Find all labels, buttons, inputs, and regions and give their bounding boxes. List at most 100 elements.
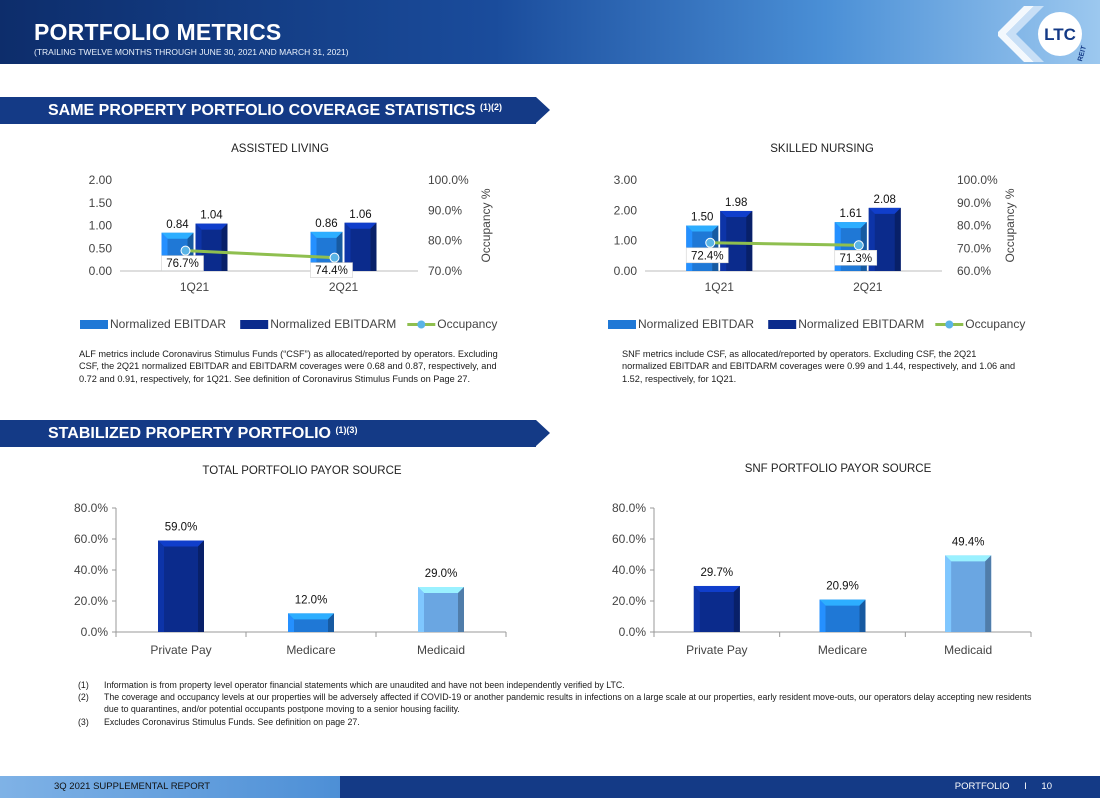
- chart-title-skilled-nursing: SKILLED NURSING: [672, 143, 972, 155]
- bar-medicaid-bevel-right: [985, 555, 991, 632]
- footnote-number: (3): [78, 716, 104, 728]
- bar-normalized-ebitdarm-bevel-right: [895, 208, 901, 271]
- x-tick-label: Private Pay: [150, 643, 211, 657]
- section-title: SAME PROPERTY PORTFOLIO COVERAGE STATIST…: [48, 102, 476, 119]
- y-tick-label: 60.0%: [612, 532, 646, 546]
- y-tick-label: 1.00: [614, 234, 638, 248]
- bar-medicaid-bevel-left: [418, 587, 424, 632]
- y2-tick-label: 80.0%: [428, 234, 462, 248]
- footer-section: PORTFOLIO: [955, 781, 1010, 792]
- data-label: 2.08: [874, 194, 896, 206]
- page-subtitle: (TRAILING TWELVE MONTHS THROUGH JUNE 30,…: [34, 47, 349, 57]
- y2-tick-label: 80.0%: [957, 219, 991, 233]
- y2-axis-label: Occupancy %: [1003, 188, 1017, 262]
- bar-private-pay-bevel-right: [198, 541, 204, 632]
- y-tick-label: 3.00: [614, 173, 638, 187]
- y2-tick-label: 70.0%: [957, 241, 991, 255]
- occupancy-point: [330, 253, 339, 262]
- x-tick-label: Medicare: [286, 643, 336, 657]
- x-tick-label: 1Q21: [180, 280, 210, 294]
- y-tick-label: 80.0%: [74, 501, 108, 515]
- section-banner-stabilized: STABILIZED PROPERTY PORTFOLIO (1)(3): [0, 420, 536, 447]
- footnote-number: (2): [78, 691, 104, 715]
- page-title: PORTFOLIO METRICS: [34, 19, 281, 46]
- bar-medicaid-bevel-top: [418, 587, 464, 593]
- y2-tick-label: 100.0%: [428, 173, 469, 187]
- y-tick-label: 80.0%: [612, 501, 646, 515]
- y2-tick-label: 70.0%: [428, 264, 462, 278]
- y2-tick-label: 100.0%: [957, 173, 998, 187]
- legend-occupancy-marker: [417, 321, 425, 329]
- legend-normalized-ebitdarm-label: Normalized EBITDARM: [798, 317, 924, 331]
- y2-tick-label: 60.0%: [957, 264, 991, 278]
- data-label: 1.98: [725, 197, 747, 209]
- data-label: 1.50: [691, 212, 713, 224]
- x-tick-label: 1Q21: [705, 280, 735, 294]
- legend-normalized-ebitdar-swatch: [608, 320, 636, 329]
- x-tick-label: Medicaid: [944, 643, 992, 657]
- legend-normalized-ebitdar-label: Normalized EBITDAR: [110, 317, 226, 331]
- data-label: 12.0%: [295, 594, 328, 606]
- legend-occupancy-label: Occupancy: [437, 317, 497, 331]
- footer-report-name: 3Q 2021 SUPPLEMENTAL REPORT: [54, 781, 210, 792]
- legend-normalized-ebitdarm-swatch: [240, 320, 268, 329]
- y2-tick-label: 90.0%: [957, 196, 991, 210]
- legend-occupancy-marker: [945, 321, 953, 329]
- y-tick-label: 2.00: [89, 173, 113, 187]
- y2-tick-label: 90.0%: [428, 203, 462, 217]
- note-skilled-nursing: SNF metrics include CSF, as allocated/re…: [622, 348, 1022, 385]
- section-superscript: (1)(2): [480, 102, 502, 112]
- x-tick-label: 2Q21: [853, 280, 883, 294]
- footnote-text: The coverage and occupancy levels at our…: [104, 691, 1048, 715]
- y-tick-label: 40.0%: [612, 563, 646, 577]
- bar-medicare-bevel-top: [288, 613, 334, 619]
- occupancy-data-label: 72.4%: [691, 250, 724, 262]
- section-banner-coverage: SAME PROPERTY PORTFOLIO COVERAGE STATIST…: [0, 97, 536, 124]
- banner-arrow: [536, 97, 550, 123]
- section-superscript: (1)(3): [335, 425, 357, 435]
- legend-occupancy-label: Occupancy: [965, 317, 1025, 331]
- y-tick-label: 1.00: [89, 219, 113, 233]
- logo-text: LTC: [1044, 25, 1076, 44]
- data-label: 0.84: [166, 219, 189, 231]
- legend-normalized-ebitdar-swatch: [80, 320, 108, 329]
- footnotes: (1) Information is from property level o…: [78, 679, 1048, 728]
- footnote-text: Excludes Coronavirus Stimulus Funds. See…: [104, 716, 360, 728]
- bar-medicaid-bevel-top: [945, 555, 991, 561]
- bar-private-pay: [694, 586, 740, 632]
- chart-snf-payor: 0.0%20.0%40.0%60.0%80.0%29.7%Private Pay…: [550, 490, 1100, 670]
- banner-arrow: [536, 420, 550, 446]
- bar-private-pay-bevel-top: [694, 586, 740, 592]
- bar-medicaid-bevel-left: [945, 555, 951, 632]
- bar-private-pay-bevel-right: [734, 586, 740, 632]
- y-tick-label: 0.0%: [81, 625, 109, 639]
- data-label: 20.9%: [826, 581, 859, 593]
- y-tick-label: 0.0%: [619, 625, 647, 639]
- occupancy-point: [181, 246, 190, 255]
- occupancy-point: [706, 238, 715, 247]
- data-label: 1.06: [349, 209, 371, 221]
- x-tick-label: 2Q21: [329, 280, 359, 294]
- y-tick-label: 0.00: [89, 264, 113, 278]
- bar-normalized-ebitdarm-bevel-right: [746, 211, 752, 271]
- occupancy-data-label: 74.4%: [315, 265, 348, 277]
- bar-private-pay-bevel-left: [694, 586, 700, 632]
- bar-normalized-ebitdarm-bevel-right: [222, 224, 228, 271]
- y-tick-label: 40.0%: [74, 563, 108, 577]
- chart-title-snf-payor: SNF PORTFOLIO PAYOR SOURCE: [688, 463, 988, 475]
- x-tick-label: Private Pay: [686, 643, 747, 657]
- note-assisted-living: ALF metrics include Coronavirus Stimulus…: [79, 348, 504, 385]
- footnote-item: (3) Excludes Coronavirus Stimulus Funds.…: [78, 716, 1048, 728]
- ltc-logo: LTC REIT: [998, 6, 1088, 62]
- y2-axis-label: Occupancy %: [479, 188, 493, 262]
- data-label: 0.86: [315, 218, 337, 230]
- bar-private-pay: [158, 541, 204, 632]
- data-label: 29.0%: [425, 568, 458, 580]
- logo-sub: REIT: [1077, 44, 1088, 62]
- y-tick-label: 60.0%: [74, 532, 108, 546]
- chart-total-payor: 0.0%20.0%40.0%60.0%80.0%59.0%Private Pay…: [0, 490, 550, 670]
- bar-private-pay-bevel-left: [158, 541, 164, 632]
- legend-normalized-ebitdar-label: Normalized EBITDAR: [638, 317, 754, 331]
- chart-title-total-payor: TOTAL PORTFOLIO PAYOR SOURCE: [152, 465, 452, 477]
- footnote-number: (1): [78, 679, 104, 691]
